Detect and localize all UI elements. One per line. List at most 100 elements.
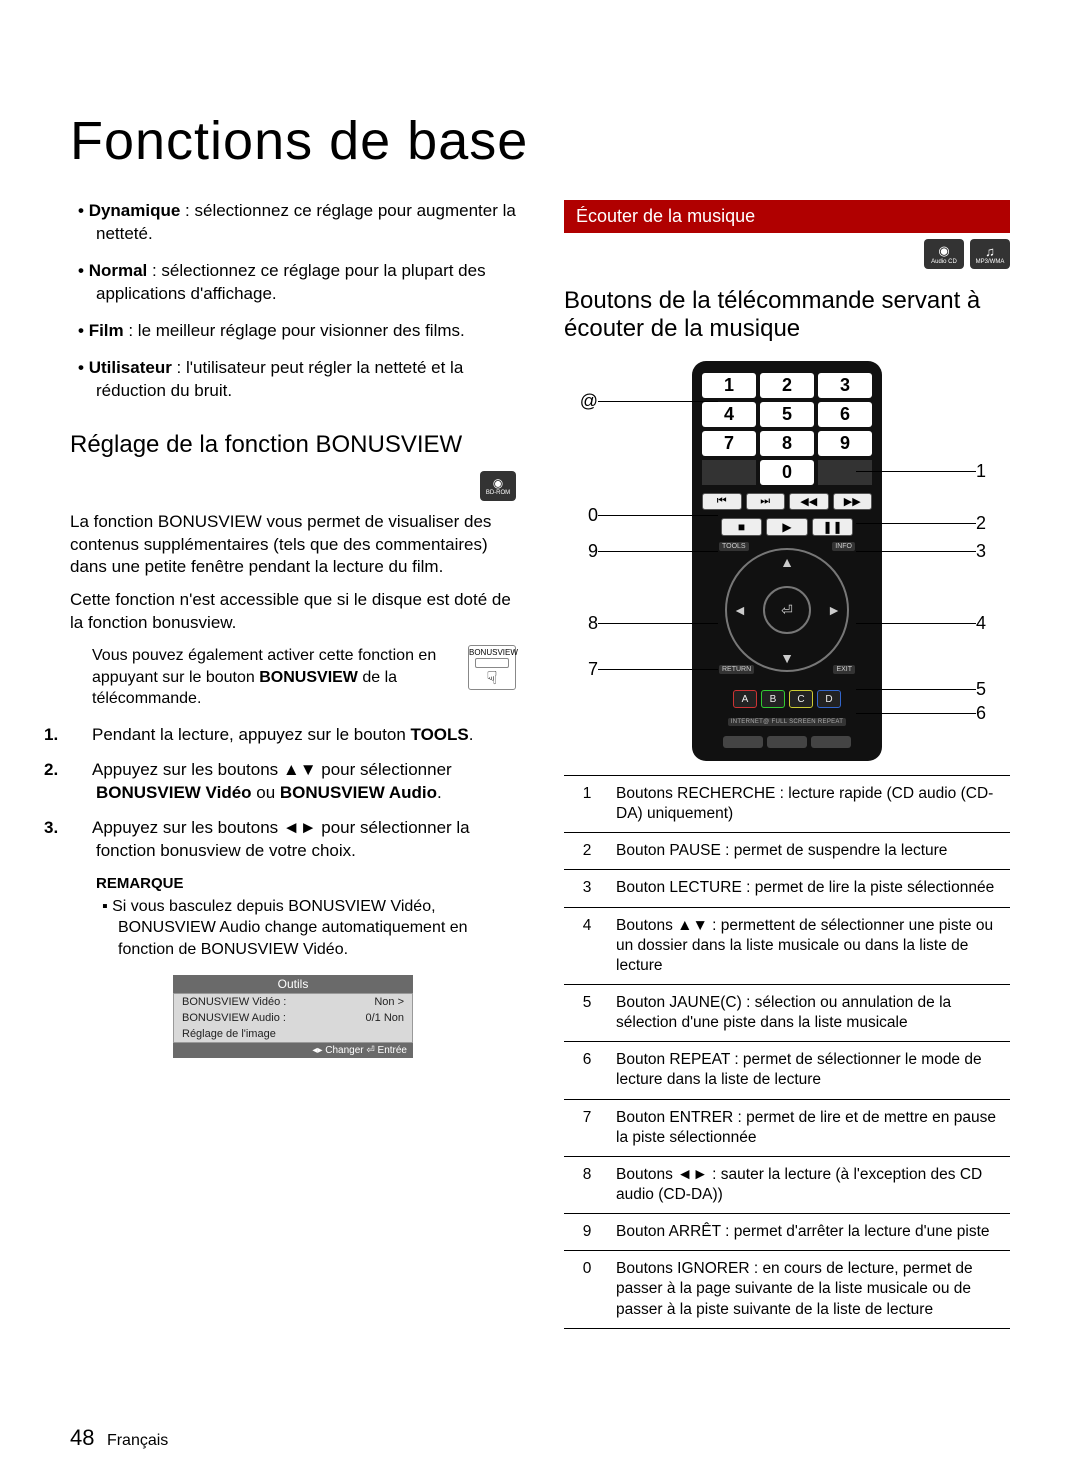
info-label: INFO	[832, 542, 855, 551]
nav-ring-wrap: TOOLS INFO RETURN EXIT ▲ ▼ ◄ ► ⏎	[725, 544, 849, 672]
table-cell-num: 0	[564, 1251, 610, 1328]
key-7[interactable]: 7	[702, 431, 756, 456]
bdrom-icon: ◉BD-ROM	[480, 471, 516, 501]
line-r3	[856, 551, 976, 552]
bottom-btn-2[interactable]	[767, 736, 807, 748]
down-icon[interactable]: ▼	[780, 650, 794, 666]
table-cell-num: 6	[564, 1042, 610, 1099]
bullet-utilisateur: Utilisateur : l'utilisateur peut régler …	[96, 357, 516, 403]
tools-label: TOOLS	[719, 542, 749, 551]
page-footer: 48 Français	[70, 1425, 168, 1451]
line-l8	[598, 623, 718, 624]
left-icon[interactable]: ◄	[733, 602, 747, 618]
bullet-normal: Normal : sélectionnez ce réglage pour la…	[96, 260, 516, 306]
step-1: 1.Pendant la lecture, appuyez sur le bou…	[96, 724, 516, 747]
disc-badge-row: ◉BD-ROM	[70, 471, 516, 501]
key-3[interactable]: 3	[818, 373, 872, 398]
table-row: 2Bouton PAUSE : permet de suspendre la l…	[564, 833, 1010, 870]
next-icon[interactable]: ⏭	[746, 493, 786, 510]
nav-ring[interactable]: ▲ ▼ ◄ ► ⏎	[725, 548, 849, 672]
table-cell-desc: Boutons ▲▼ : permettent de sélectionner …	[610, 907, 1010, 984]
tools-panel-head: Outils	[173, 975, 413, 993]
line-r1	[856, 471, 976, 472]
pause-icon[interactable]: ❚❚	[812, 518, 854, 536]
up-icon[interactable]: ▲	[780, 554, 794, 570]
table-cell-desc: Boutons ◄► : sauter la lecture (à l'exce…	[610, 1156, 1010, 1213]
table-row: 0Boutons IGNORER : en cours de lecture, …	[564, 1251, 1010, 1328]
callout-l9: 9	[564, 541, 598, 562]
bonusview-steps: 1.Pendant la lecture, appuyez sur le bou…	[70, 724, 516, 863]
transport-row-1: ⏮ ⏭ ◀◀ ▶▶	[702, 493, 872, 510]
remote-diagram: @ 0 9 8 7 1 2 3 4 5 6	[564, 361, 1010, 761]
table-cell-num: 5	[564, 984, 610, 1041]
key-side-r	[818, 460, 872, 485]
bonusview-note: Vous pouvez également activer cette fonc…	[92, 645, 516, 710]
table-cell-desc: Boutons IGNORER : en cours de lecture, p…	[610, 1251, 1010, 1328]
table-cell-desc: Bouton LECTURE : permet de lire la piste…	[610, 870, 1010, 907]
bullet-film: Film : le meilleur réglage pour visionne…	[96, 320, 516, 343]
number-pad: 1 2 3 4 5 6 7 8 9 0	[702, 373, 872, 485]
play-icon[interactable]: ▶	[766, 518, 808, 536]
section-bar-music: Écouter de la musique	[564, 200, 1010, 233]
right-icon[interactable]: ►	[827, 602, 841, 618]
table-row: 7Bouton ENTRER : permet de lire et de me…	[564, 1099, 1010, 1156]
yellow-c-button[interactable]: C	[789, 690, 813, 708]
key-2[interactable]: 2	[760, 373, 814, 398]
line-at	[598, 401, 718, 402]
table-row: 4Boutons ▲▼ : permettent de sélectionner…	[564, 907, 1010, 984]
step-2: 2.Appuyez sur les boutons ▲▼ pour sélect…	[96, 759, 516, 805]
tools-row-image: Réglage de l'image	[174, 1026, 412, 1042]
callout-r5: 5	[976, 679, 1010, 700]
return-label: RETURN	[719, 665, 754, 674]
bottom-btn-3[interactable]	[811, 736, 851, 748]
key-6[interactable]: 6	[818, 402, 872, 427]
table-cell-num: 1	[564, 776, 610, 833]
transport-row-2: ■ ▶ ❚❚	[721, 518, 854, 536]
color-buttons: A B C D	[733, 690, 841, 708]
key-1[interactable]: 1	[702, 373, 756, 398]
media-icons: ◉Audio CD ♫MP3/WMA	[564, 239, 1010, 269]
mp3-icon: ♫MP3/WMA	[970, 239, 1010, 269]
red-a-button[interactable]: A	[733, 690, 757, 708]
ffwd-icon[interactable]: ▶▶	[833, 493, 873, 510]
bullet-dynamique: Dynamique : sélectionnez ce réglage pour…	[96, 200, 516, 246]
key-9[interactable]: 9	[818, 431, 872, 456]
bonusview-note-text: Vous pouvez également activer cette fonc…	[92, 645, 458, 710]
key-0[interactable]: 0	[760, 460, 814, 485]
remote-heading: Boutons de la télécommande servant à éco…	[564, 287, 1010, 343]
line-r2	[856, 523, 976, 524]
table-cell-desc: Bouton ARRÊT : permet d'arrêter la lectu…	[610, 1214, 1010, 1251]
key-4[interactable]: 4	[702, 402, 756, 427]
table-cell-num: 2	[564, 833, 610, 870]
bottom-btn-1[interactable]	[723, 736, 763, 748]
hand-icon: ☟	[469, 669, 515, 687]
blue-d-button[interactable]: D	[817, 690, 841, 708]
tools-panel-body: BONUSVIEW Vidéo :Non > BONUSVIEW Audio :…	[173, 993, 413, 1043]
tools-panel-foot: ◂▸ Changer ⏎ Entrée	[173, 1043, 413, 1058]
rewind-icon[interactable]: ◀◀	[789, 493, 829, 510]
columns: Dynamique : sélectionnez ce réglage pour…	[70, 200, 1010, 1329]
key-5[interactable]: 5	[760, 402, 814, 427]
line-l0	[598, 515, 718, 516]
tools-row-audio: BONUSVIEW Audio :0/1 Non	[174, 1010, 412, 1026]
table-row: 9Bouton ARRÊT : permet d'arrêter la lect…	[564, 1214, 1010, 1251]
callout-r3: 3	[976, 541, 1010, 562]
table-cell-desc: Bouton JAUNE(C) : sélection ou annulatio…	[610, 984, 1010, 1041]
callout-l7: 7	[564, 659, 598, 680]
callout-r1: 1	[976, 461, 1010, 482]
page: Fonctions de base Dynamique : sélectionn…	[0, 0, 1080, 1477]
callout-r4: 4	[976, 613, 1010, 634]
mode-bullets: Dynamique : sélectionnez ce réglage pour…	[70, 200, 516, 403]
prev-icon[interactable]: ⏮	[702, 493, 742, 510]
key-side-l	[702, 460, 756, 485]
key-8[interactable]: 8	[760, 431, 814, 456]
callout-l8: 8	[564, 613, 598, 634]
stop-icon[interactable]: ■	[721, 518, 763, 536]
bottom-strip: INTERNET@ FULL SCREEN REPEAT	[728, 718, 847, 726]
enter-button[interactable]: ⏎	[763, 586, 811, 634]
table-row: 5Bouton JAUNE(C) : sélection ou annulati…	[564, 984, 1010, 1041]
line-l7	[598, 669, 718, 670]
green-b-button[interactable]: B	[761, 690, 785, 708]
exit-label: EXIT	[833, 665, 855, 674]
line-r4	[856, 623, 976, 624]
